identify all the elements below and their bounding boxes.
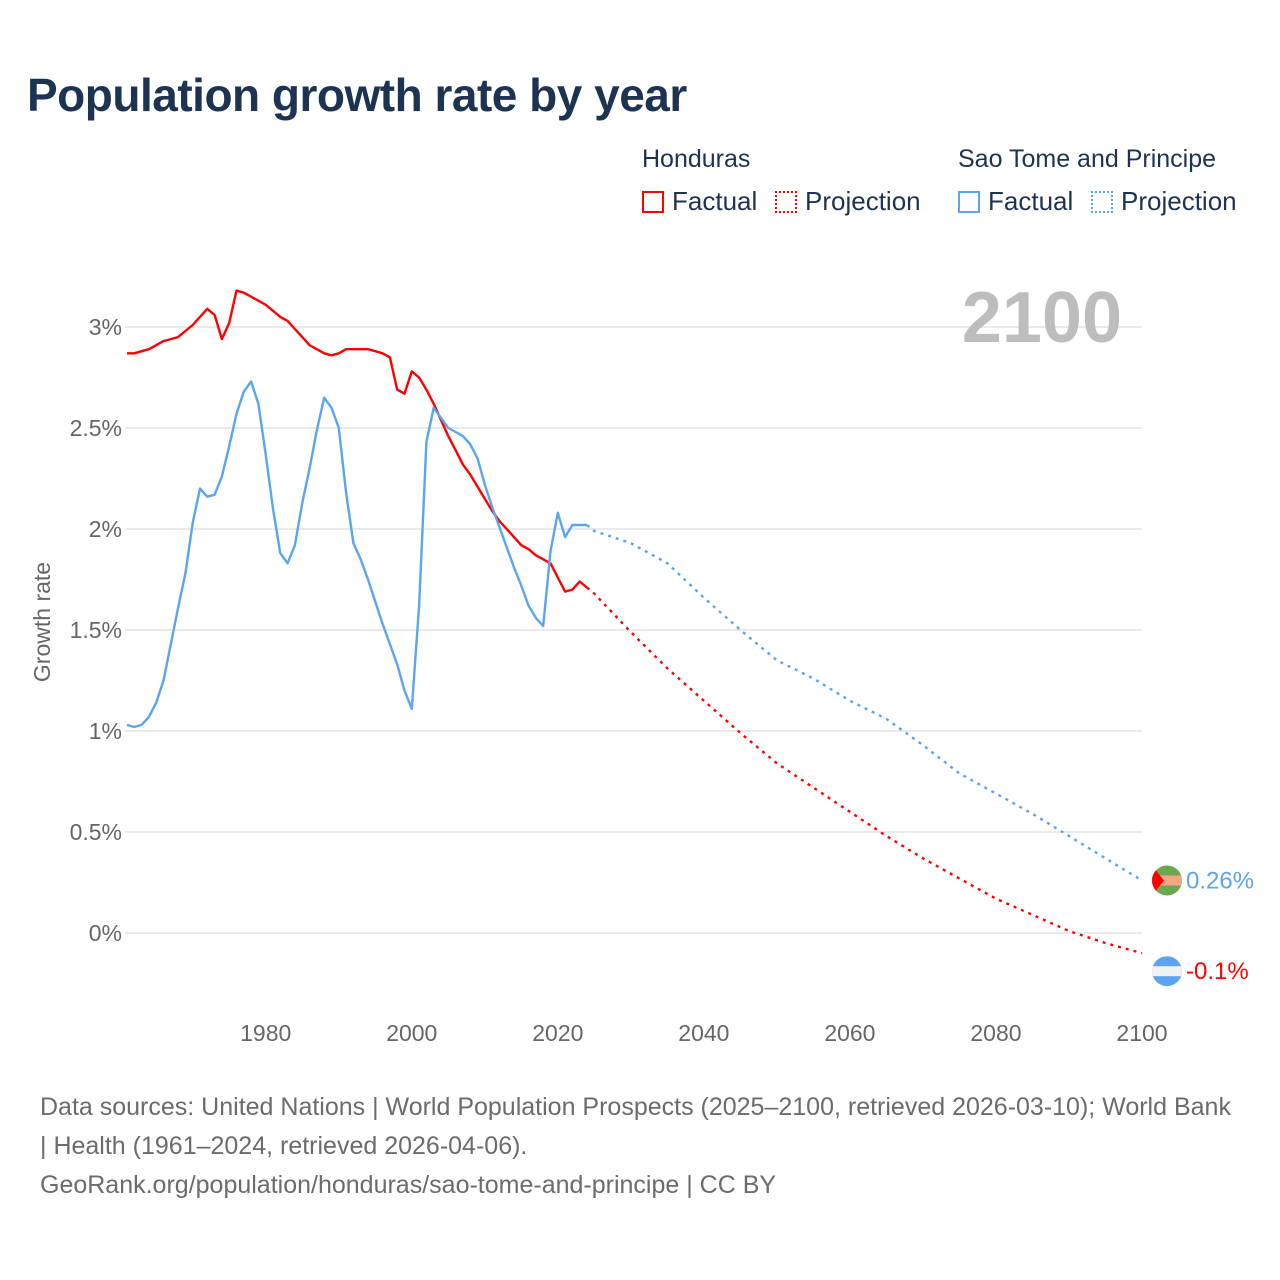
y-tick-label: 0%	[89, 920, 122, 946]
x-tick-label: 2020	[532, 1020, 583, 1046]
x-tick-label: 2000	[386, 1020, 437, 1046]
legend-swatch-solid	[958, 190, 980, 213]
y-tick-label: 1%	[89, 718, 122, 744]
y-tick-label: 0.5%	[70, 819, 122, 845]
end-value-label: 0.26%	[1186, 867, 1254, 894]
chart-title: Population growth rate by year	[27, 69, 687, 121]
series-0-factual-line	[127, 289, 588, 593]
legend-label: Projection	[1121, 186, 1237, 216]
legend-label: Factual	[672, 186, 758, 216]
legend-swatch-solid	[642, 190, 664, 213]
legend-swatch-dotted	[775, 190, 797, 213]
x-tick-label: 2100	[1116, 1020, 1167, 1046]
x-tick-label: 2080	[970, 1020, 1021, 1046]
end-value-label: -0.1%	[1186, 958, 1249, 985]
data-sources: Data sources: United Nations | World Pop…	[40, 1093, 1231, 1160]
x-tick-label: 1980	[240, 1020, 291, 1046]
flag-stripe	[1152, 966, 1182, 977]
y-tick-label: 2.5%	[70, 415, 122, 441]
y-tick-label: 2%	[89, 516, 122, 542]
legend-honduras-factual[interactable]: Factual	[642, 186, 757, 217]
flag-triangle	[1152, 865, 1164, 896]
flag-stripe	[1152, 875, 1182, 886]
legend-country-sao-tome: Sao Tome and Principe	[958, 145, 1217, 173]
series-0-projection-line	[586, 586, 1143, 955]
legend-label: Projection	[805, 186, 921, 216]
year-display: 2100	[962, 278, 1122, 358]
legend-sao-tome-projection[interactable]: Projection	[1091, 186, 1237, 217]
honduras-flag-icon	[1152, 956, 1182, 987]
y-tick-label: 3%	[89, 314, 122, 340]
series-1-factual-line	[126, 380, 587, 729]
y-tick-label: 1.5%	[70, 617, 122, 643]
series-1-projection-line	[586, 524, 1143, 882]
source-link[interactable]: GeoRank.org/population/honduras/sao-tome…	[40, 1171, 777, 1199]
legend-country-honduras: Honduras	[642, 145, 751, 173]
sao-tome-flag-icon	[1152, 865, 1182, 896]
legend-honduras-projection[interactable]: Projection	[775, 186, 921, 217]
x-tick-label: 2060	[824, 1020, 875, 1046]
footer: Data sources: United Nations | World Pop…	[40, 1088, 1240, 1205]
chart-plot: 0% 0.5% 1% 1.5% 2% 2.5% 3% 1980 2000 2020 2040 2060…	[29, 278, 1254, 1046]
legend-label: Factual	[988, 186, 1074, 216]
y-axis-label: Growth rate	[29, 562, 55, 682]
legend-sao-tome-factual[interactable]: Factual	[958, 186, 1073, 217]
legend-swatch-dotted	[1091, 190, 1113, 213]
x-tick-label: 2040	[678, 1020, 729, 1046]
